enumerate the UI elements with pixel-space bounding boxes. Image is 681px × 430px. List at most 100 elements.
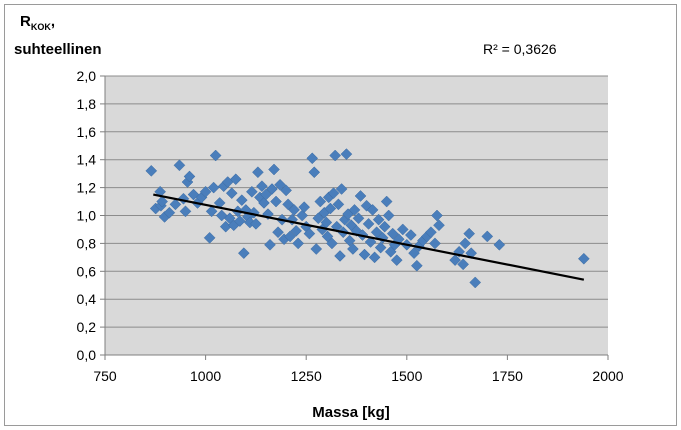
data-point — [347, 243, 359, 255]
data-point — [203, 231, 216, 244]
data-point — [390, 254, 403, 266]
data-point — [326, 237, 338, 250]
data-point — [237, 247, 250, 260]
data-point — [284, 230, 296, 243]
data-point — [431, 209, 443, 222]
data-point — [364, 236, 377, 248]
data-point — [343, 234, 356, 247]
y-tick-label: 1,4 — [77, 152, 97, 168]
scatter-chart: RKOK, suhteellinen R² = 0,3626 0,0 0,2 0,4… — [14, 13, 624, 421]
data-point — [354, 190, 367, 202]
data-point — [449, 254, 461, 266]
data-point — [268, 163, 280, 176]
data-point — [310, 243, 323, 255]
data-point — [229, 173, 242, 186]
data-point — [260, 188, 272, 201]
y-tick-label: 0,6 — [77, 263, 97, 279]
data-point — [578, 252, 590, 265]
data-point — [362, 218, 375, 230]
data-point — [457, 258, 469, 271]
data-point — [246, 185, 258, 198]
data-point — [408, 247, 420, 260]
data-point — [459, 237, 472, 250]
data-point — [282, 198, 294, 211]
data-point — [314, 195, 327, 208]
data-point — [312, 212, 325, 225]
y-axis-title-line2: suhteellinen — [14, 41, 102, 58]
data-point — [321, 230, 334, 243]
chart-frame: RKOK, suhteellinen R² = 0,3626 0,0 0,2 0,4… — [4, 4, 677, 426]
data-point — [256, 180, 268, 193]
data-point — [292, 237, 305, 250]
data-point — [209, 149, 222, 162]
y-tick-label: 0,0 — [77, 347, 97, 363]
data-point — [225, 187, 238, 200]
data-point — [332, 198, 345, 211]
x-tick-label: 1250 — [291, 368, 322, 384]
data-point — [329, 149, 342, 162]
data-point — [303, 227, 316, 240]
y-axis-title-suffix: , — [51, 13, 55, 30]
y-tick-label: 1,8 — [77, 96, 97, 112]
data-point — [252, 166, 264, 179]
data-point — [145, 165, 158, 177]
data-point — [368, 251, 381, 264]
y-tick-label: 0,2 — [77, 319, 97, 335]
y-tick-label: 1,2 — [77, 180, 97, 196]
data-point — [264, 238, 276, 251]
data-point — [324, 202, 337, 215]
data-point — [266, 183, 278, 195]
data-point — [258, 197, 270, 209]
data-point — [235, 194, 248, 207]
data-point — [433, 219, 445, 232]
data-point — [296, 209, 309, 222]
data-point — [207, 181, 220, 194]
data-point — [280, 184, 292, 197]
data-point — [288, 204, 300, 216]
data-point — [334, 250, 346, 262]
data-point — [290, 224, 302, 237]
y-tick-label: 1,6 — [77, 124, 97, 140]
data-point — [404, 229, 417, 241]
data-point — [274, 178, 286, 191]
trendline — [153, 193, 585, 281]
data-point — [382, 209, 395, 222]
data-point — [386, 227, 399, 240]
data-point — [308, 166, 321, 179]
y-axis-title-sub: KOK — [31, 22, 52, 32]
x-tick-label: 1000 — [190, 368, 221, 384]
data-point — [272, 226, 284, 239]
data-point — [358, 248, 371, 261]
x-tick-label: 2000 — [592, 368, 623, 384]
data-point — [250, 218, 262, 230]
data-point — [429, 237, 441, 250]
data-point — [179, 205, 192, 218]
data-point — [366, 204, 379, 216]
data-point — [205, 205, 218, 218]
y-axis-title-main: R — [20, 13, 31, 30]
data-point — [298, 201, 311, 213]
data-point — [378, 220, 391, 233]
data-point — [380, 195, 393, 208]
data-point — [411, 259, 423, 272]
data-point — [352, 212, 365, 225]
data-point — [173, 159, 186, 172]
data-point — [327, 187, 340, 200]
data-point — [183, 170, 196, 183]
x-tick-label: 1500 — [391, 368, 422, 384]
x-axis-title: Massa [kg] — [312, 404, 390, 421]
data-point — [463, 227, 476, 240]
data-point — [340, 148, 353, 160]
data-point — [199, 185, 212, 198]
x-tick-label: 1750 — [492, 368, 523, 384]
y-tick-label: 0,4 — [77, 291, 97, 307]
y-tick-label: 2,0 — [77, 68, 97, 84]
data-point — [348, 204, 361, 216]
x-tick-label: 750 — [93, 368, 117, 384]
data-point — [469, 276, 482, 289]
r-squared-label: R² = 0,3626 — [483, 41, 557, 57]
data-point — [270, 195, 282, 208]
data-point — [163, 206, 176, 219]
data-point — [156, 195, 168, 208]
data-point — [335, 183, 348, 195]
